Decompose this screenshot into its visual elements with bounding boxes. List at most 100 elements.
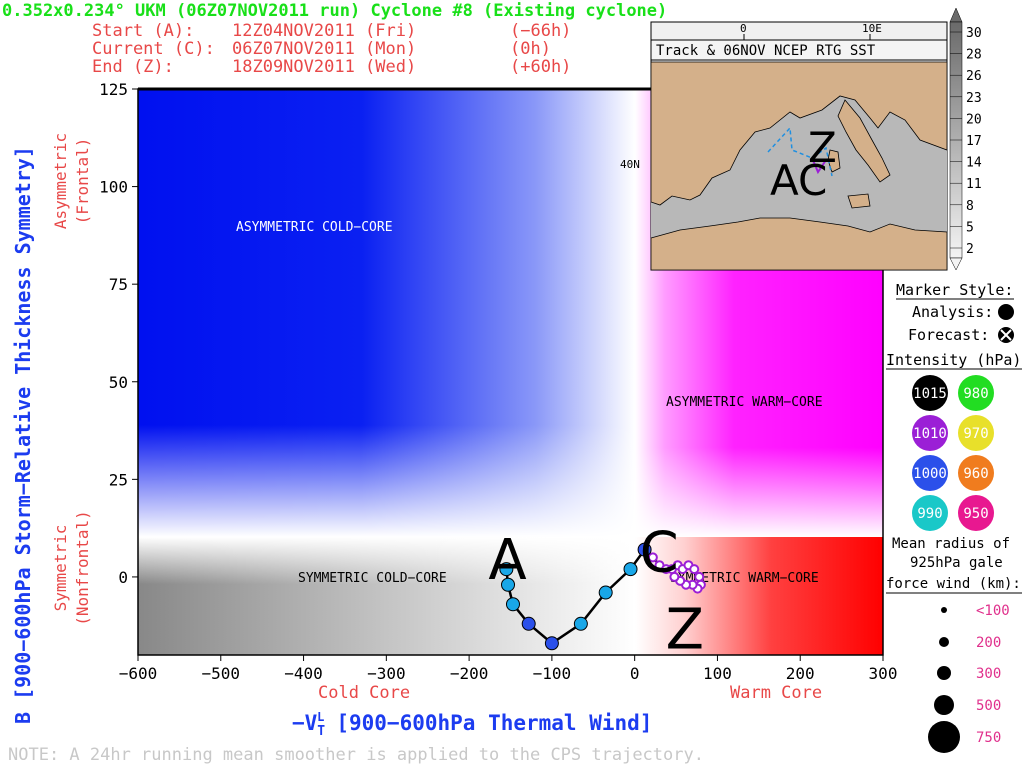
- analysis-point: [623, 562, 638, 577]
- radius-marker: [934, 695, 954, 715]
- analysis-point: [499, 562, 514, 577]
- map-title-box: [650, 39, 948, 61]
- x-tick-label: −500: [202, 664, 241, 683]
- map-title: Track & 06NOV NCEP RTG SST: [656, 43, 876, 59]
- forecast-point: [689, 564, 700, 575]
- radius-label: 750: [976, 730, 1001, 746]
- x-tick-label: −300: [367, 664, 406, 683]
- quadrant-sym-warm: [635, 537, 883, 655]
- legend-analysis-marker: [998, 304, 1014, 320]
- analysis-point: [521, 616, 536, 631]
- map-land-islands: [827, 149, 871, 209]
- current-offset: (0h): [510, 39, 551, 59]
- map-lon-10e: 10E: [862, 22, 882, 35]
- radius-marker: [928, 721, 960, 753]
- map-letter-z: Z: [808, 123, 837, 172]
- colorbar-label: 11: [966, 177, 982, 192]
- analysis-point: [573, 616, 588, 631]
- map-track-forecast: [811, 157, 827, 175]
- intensity-label: 1000: [913, 466, 947, 482]
- radius-label: 200: [976, 635, 1001, 651]
- track-letter-c: C: [640, 521, 679, 586]
- note: NOTE: A 24hr running mean smoother is ap…: [8, 745, 704, 765]
- x-tick-label: −600: [119, 664, 158, 683]
- chart-title: 0.352x0.234° UKM (06Z07NOV2011 run) Cycl…: [2, 1, 667, 21]
- x-axis: −600 −500 −400 −300 −200 −100 0 100 200 300: [119, 655, 897, 683]
- x-side-left: Cold Core: [318, 683, 410, 703]
- intensity-marker: [958, 375, 994, 411]
- legend-radius-2: 925hPa gale: [910, 555, 1003, 571]
- end-label: End (Z):: [92, 57, 174, 77]
- intensity-markers: 1015 980 1010 970 1000 960 990 950: [912, 375, 994, 531]
- radius-label: 500: [976, 698, 1001, 714]
- x-axis-title: −VTL [900−600hPa Thermal Wind]: [292, 710, 652, 739]
- y-side-bottom-1: Symmetric: [51, 525, 70, 612]
- colorbar-bottom-triangle: [949, 257, 963, 271]
- colorbar-top-triangle: [949, 7, 963, 23]
- radius-label: 300: [976, 666, 1001, 682]
- track-letter-a: A: [488, 528, 526, 593]
- legend: Marker Style: Analysis: Forecast: Intens…: [886, 281, 1024, 753]
- cyclone-track: A CZ: [488, 521, 706, 663]
- forecast-point: [669, 571, 680, 582]
- y-axis-title: B [900−600hPa Storm−Relative Thickness S…: [11, 146, 35, 724]
- y-tick-label: 100: [99, 178, 128, 197]
- quadrant-label-asym-warm: ASYMMETRIC WARM−CORE: [666, 395, 823, 410]
- y-side-top-2: (Frontal): [73, 138, 92, 225]
- legend-analysis: Analysis:: [912, 303, 993, 321]
- map-land-europe: [650, 61, 948, 206]
- quadrant-sym-cold-fade: [138, 537, 635, 655]
- map-land-italy: [837, 99, 891, 183]
- intensity-marker: [958, 455, 994, 491]
- colorbar-label: 26: [966, 69, 982, 84]
- start-label: Start (A):: [92, 21, 194, 41]
- y-tick-label: 25: [109, 470, 128, 489]
- radius-markers: <100 200 300 500 750: [928, 603, 1010, 753]
- sst-colorbar: 30 28 26 23 20 17 14 11 8 5 2: [949, 7, 982, 271]
- colorbar-label: 30: [966, 26, 982, 41]
- map-land-africa: [650, 217, 948, 271]
- analysis-point: [505, 597, 520, 612]
- radius-marker: [939, 637, 949, 647]
- colorbar-label: 23: [966, 91, 982, 106]
- colorbar-label: 8: [966, 199, 974, 214]
- legend-radius-1: Mean radius of: [892, 536, 1010, 552]
- y-axis: 0 25 50 75 100 125: [99, 80, 138, 587]
- forecast-point: [647, 552, 658, 563]
- colorbar-label: 14: [966, 156, 982, 171]
- intensity-label: 960: [963, 466, 988, 482]
- colorbar-label: 20: [966, 112, 982, 127]
- track-letter-z: Z: [666, 598, 704, 663]
- end-offset: (+60h): [510, 57, 571, 77]
- x-tick-label: 200: [786, 664, 815, 683]
- colorbar-labels: 30 28 26 23 20 17 14 11 8 5 2: [950, 26, 982, 257]
- current-label: Current (C):: [92, 39, 215, 59]
- analysis-point: [598, 585, 613, 600]
- intensity-label: 1015: [913, 386, 947, 402]
- map-lat-40n: 40N: [620, 158, 640, 171]
- intensity-marker: [958, 495, 994, 531]
- intensity-label: 1010: [913, 426, 947, 442]
- x-tick-label: −100: [533, 664, 572, 683]
- analysis-point: [501, 577, 516, 592]
- legend-forecast: Forecast:: [908, 326, 989, 344]
- quadrant-asym-cold-fade: [138, 89, 635, 537]
- intensity-marker: [912, 375, 948, 411]
- x-tick-label: −400: [284, 664, 323, 683]
- x-tick-label: 0: [630, 664, 640, 683]
- quadrant-label-sym-cold: SYMMETRIC COLD−CORE: [298, 571, 447, 586]
- intensity-marker: [912, 495, 948, 531]
- y-tick-label: 125: [99, 80, 128, 99]
- y-tick-label: 0: [118, 568, 128, 587]
- forecast-point: [694, 571, 705, 582]
- intensity-marker: [912, 415, 948, 451]
- intensity-label: 950: [963, 506, 988, 522]
- legend-forecast-x: [1000, 329, 1012, 341]
- y-tick-label: 50: [109, 373, 128, 392]
- map-letters-ac: AC: [770, 156, 827, 205]
- legend-marker-style: Marker Style:: [896, 281, 1013, 299]
- x-tick-label: −200: [450, 664, 489, 683]
- analysis-point: [544, 636, 559, 651]
- radius-marker: [937, 666, 951, 680]
